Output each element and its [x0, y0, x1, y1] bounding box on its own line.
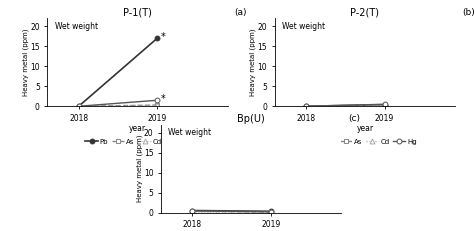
Text: Wet weight: Wet weight [55, 22, 98, 31]
Text: (c): (c) [348, 114, 361, 123]
Text: *: * [161, 94, 166, 104]
X-axis label: year: year [129, 124, 146, 133]
X-axis label: year: year [356, 124, 374, 133]
Text: *: * [161, 32, 166, 42]
Title: Bp(U): Bp(U) [237, 114, 265, 124]
Y-axis label: Heavy metal (ppm): Heavy metal (ppm) [136, 135, 143, 202]
Title: P-1(T): P-1(T) [123, 8, 152, 18]
Text: Wet weight: Wet weight [282, 22, 325, 31]
Title: P-2(T): P-2(T) [350, 8, 380, 18]
Text: Wet weight: Wet weight [168, 128, 211, 137]
Y-axis label: Heavy metal (ppm): Heavy metal (ppm) [250, 29, 256, 96]
Text: (b): (b) [462, 8, 474, 17]
Text: (a): (a) [235, 8, 247, 17]
Legend: Pb, As, Cd, Hg: Pb, As, Cd, Hg [310, 136, 420, 148]
Y-axis label: Heavy metal (ppm): Heavy metal (ppm) [22, 29, 29, 96]
Legend: Pb, As, Cd, Hg: Pb, As, Cd, Hg [82, 136, 192, 148]
